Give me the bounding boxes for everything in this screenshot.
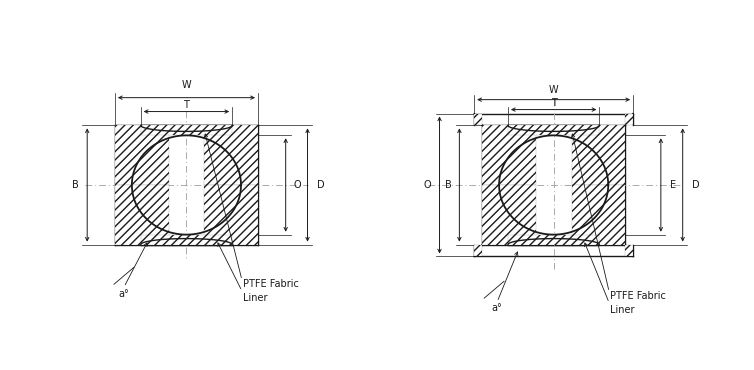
Text: W: W	[182, 80, 192, 90]
Text: T: T	[183, 100, 189, 110]
Text: T: T	[550, 98, 556, 108]
Text: Liner: Liner	[610, 305, 635, 315]
Bar	[625, 245, 633, 256]
Bar	[141, 235, 232, 245]
Bar	[115, 125, 169, 185]
Bar	[204, 125, 258, 185]
Text: PTFE Fabric: PTFE Fabric	[243, 279, 299, 289]
Text: W: W	[549, 85, 559, 95]
Bar	[483, 125, 536, 185]
Text: a°: a°	[492, 303, 502, 313]
Text: a°: a°	[118, 289, 129, 299]
Text: B: B	[445, 180, 452, 190]
Bar	[474, 114, 483, 125]
Text: D: D	[317, 180, 324, 190]
Text: E: E	[670, 180, 676, 190]
Bar	[115, 185, 169, 245]
Bar	[483, 185, 536, 245]
Bar	[572, 185, 625, 245]
Bar	[204, 185, 258, 245]
Text: O: O	[424, 180, 431, 190]
Text: D: D	[691, 180, 700, 190]
Text: Liner: Liner	[243, 293, 268, 303]
Bar	[508, 125, 599, 135]
Bar	[508, 235, 599, 245]
Text: B: B	[72, 180, 78, 190]
Bar	[625, 114, 633, 125]
Bar	[572, 125, 625, 185]
Bar	[141, 125, 232, 135]
Bar	[474, 245, 483, 256]
Text: PTFE Fabric: PTFE Fabric	[610, 291, 666, 301]
Text: O: O	[294, 180, 302, 190]
